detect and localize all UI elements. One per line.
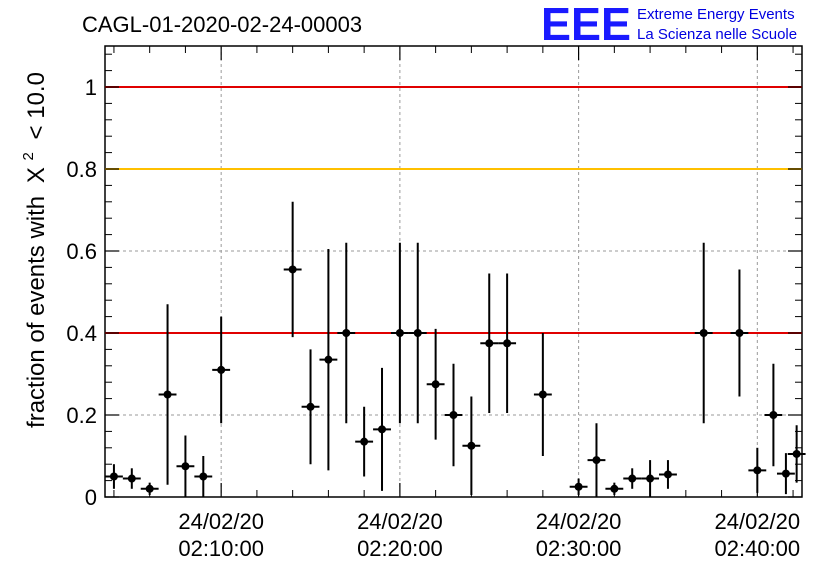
logo-line-2: La Scienza nelle Scuole — [637, 26, 797, 43]
data-point — [480, 273, 499, 413]
point-marker — [610, 484, 619, 493]
point-marker — [735, 329, 744, 337]
data-point — [140, 482, 159, 495]
y-axis-label-symbol: X — [23, 167, 50, 183]
data-point — [337, 242, 356, 424]
point-marker — [663, 470, 672, 479]
data-point — [659, 460, 677, 489]
data-point — [641, 460, 660, 497]
data-point — [498, 273, 517, 413]
point-marker — [413, 329, 422, 337]
data-point — [748, 447, 767, 493]
point-marker — [753, 466, 762, 475]
y-tick-label: 0 — [85, 485, 97, 510]
point-marker — [163, 390, 172, 399]
point-marker — [628, 474, 637, 483]
data-point — [694, 242, 713, 424]
y-tick-label: 0.4 — [66, 321, 97, 346]
data-point — [158, 304, 177, 485]
point-marker — [360, 437, 369, 446]
point-marker — [324, 355, 333, 364]
data-point — [194, 456, 213, 497]
data-point — [373, 367, 391, 491]
point-marker — [699, 329, 708, 337]
chart-title: CAGL-01-2020-02-24-00003 — [82, 12, 362, 37]
data-point — [212, 316, 231, 424]
data-point — [605, 482, 624, 495]
x-tick-label-date: 24/02/20 — [536, 509, 622, 534]
y-axis-label: fraction of events with X 2 < 10.0 — [12, 72, 50, 428]
point-marker — [485, 339, 494, 348]
y-tick-label: 0.6 — [66, 239, 97, 264]
data-point — [176, 435, 195, 497]
data-point — [301, 349, 320, 465]
data-point — [444, 363, 463, 467]
eee-logo: EEE Extreme Energy Events La Scienza nel… — [541, 0, 797, 50]
point-marker — [574, 482, 583, 491]
point-marker — [781, 469, 790, 478]
point-marker — [288, 265, 297, 274]
data-point — [319, 248, 338, 471]
plot-frame — [104, 45, 803, 498]
point-marker — [769, 411, 778, 419]
y-axis-label-exponent: 2 — [20, 152, 37, 160]
data-point — [623, 468, 642, 489]
data-point — [730, 269, 749, 397]
data-point — [462, 396, 481, 495]
point-marker — [538, 390, 547, 399]
y-axis-label-threshold: < 10.0 — [23, 72, 50, 139]
point-marker — [127, 474, 136, 483]
point-marker — [109, 472, 118, 481]
data-point — [787, 425, 806, 483]
data-points — [105, 201, 806, 497]
data-point — [105, 464, 123, 489]
y-tick-label: 0.2 — [66, 403, 97, 428]
data-point — [355, 406, 374, 477]
point-marker — [449, 411, 458, 419]
point-marker — [145, 484, 154, 493]
point-marker — [592, 456, 601, 465]
axis-ticks: 00.20.40.60.8124/02/2002:10:0024/02/2002… — [66, 46, 802, 561]
data-point — [764, 363, 783, 467]
data-point — [122, 468, 141, 489]
x-tick-label-time: 02:40:00 — [715, 536, 801, 561]
data-point — [587, 423, 606, 497]
point-marker — [199, 472, 208, 481]
x-tick-label-date: 24/02/20 — [357, 509, 443, 534]
point-marker — [395, 329, 404, 337]
y-axis-label-text: fraction of events with — [23, 196, 50, 428]
y-tick-label: 1 — [85, 75, 97, 100]
x-tick-label-time: 02:20:00 — [357, 536, 443, 561]
data-point — [426, 328, 445, 440]
point-marker — [378, 425, 387, 434]
data-point — [776, 453, 795, 495]
point-marker — [467, 441, 476, 450]
data-point — [569, 478, 588, 495]
x-tick-label-time: 02:10:00 — [178, 536, 264, 561]
data-point — [533, 333, 552, 456]
point-marker — [217, 365, 226, 374]
reference-lines — [105, 86, 802, 334]
point-marker — [342, 329, 351, 337]
point-marker — [181, 462, 190, 471]
point-marker — [306, 402, 315, 411]
logo-mark: EEE — [541, 0, 631, 50]
point-marker — [792, 449, 801, 458]
y-tick-label: 0.8 — [66, 157, 97, 182]
x-tick-label-time: 02:30:00 — [536, 536, 622, 561]
x-tick-label-date: 24/02/20 — [178, 509, 264, 534]
point-marker — [646, 474, 655, 483]
data-point — [408, 242, 427, 424]
logo-line-1: Extreme Energy Events — [637, 6, 795, 23]
point-marker — [431, 380, 440, 389]
data-point — [390, 242, 409, 424]
point-marker — [503, 339, 512, 348]
data-point — [283, 201, 302, 338]
x-tick-label-date: 24/02/20 — [715, 509, 801, 534]
